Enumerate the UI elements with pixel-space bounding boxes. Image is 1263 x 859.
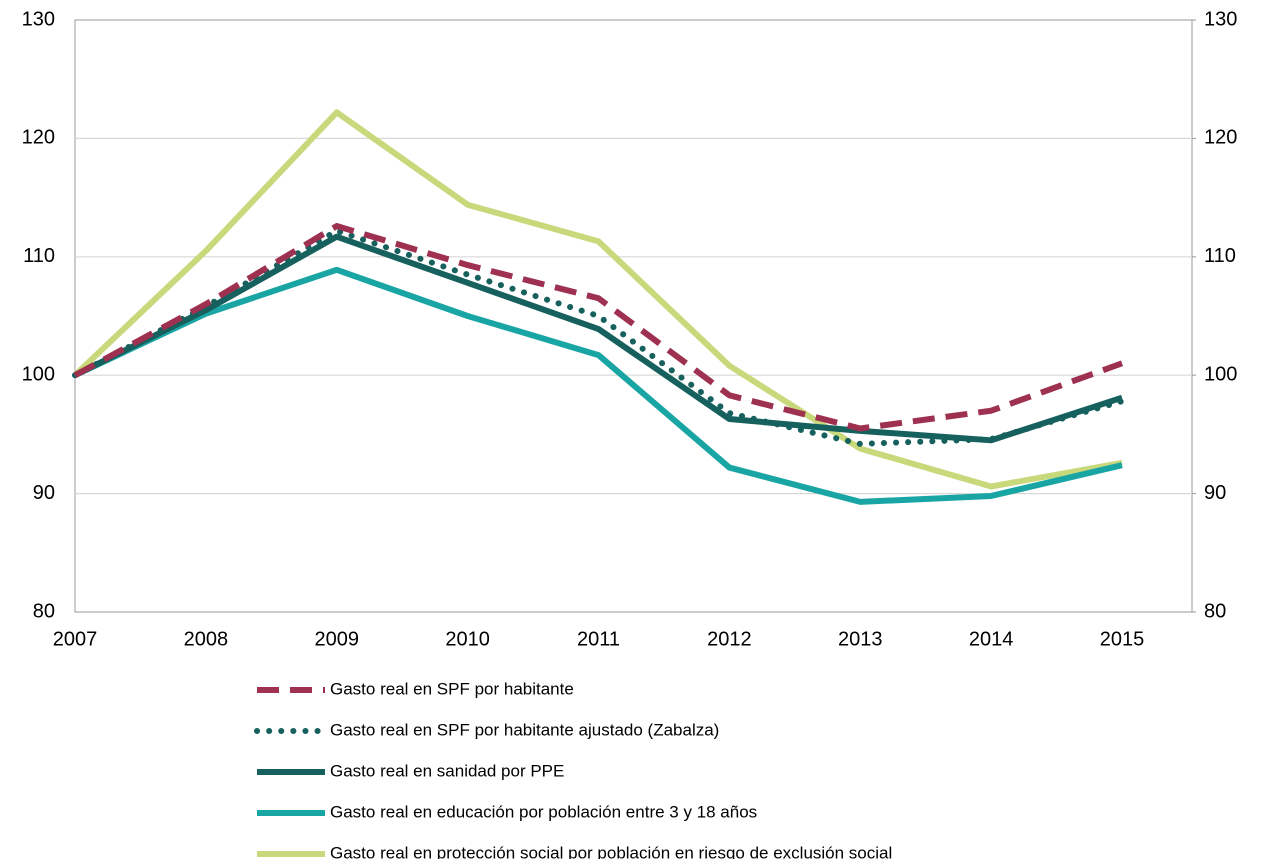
x-tick-label: 2007 xyxy=(53,628,98,650)
y-tick-label: 130 xyxy=(22,8,55,30)
y2-tick-label: 130 xyxy=(1204,8,1237,30)
y2-tick-label: 120 xyxy=(1204,127,1237,149)
series-line xyxy=(72,109,1123,490)
y-tick-label: 90 xyxy=(33,482,55,504)
x-tick-label: 2010 xyxy=(445,628,490,650)
series-line xyxy=(73,266,1123,505)
x-tick-label: 2008 xyxy=(184,628,229,650)
series-line xyxy=(73,223,1124,432)
y2-tick-label: 110 xyxy=(1204,245,1236,267)
x-tick-label: 2013 xyxy=(838,628,883,650)
y2-tick-label: 90 xyxy=(1204,482,1226,504)
y-tick-label: 110 xyxy=(23,245,55,267)
legend-label: Gasto real en SPF por habitante xyxy=(330,679,574,698)
y-tick-label: 100 xyxy=(22,363,55,385)
x-tick-label: 2009 xyxy=(315,628,360,650)
x-tick-label: 2015 xyxy=(1100,628,1145,650)
series-line xyxy=(73,233,1123,444)
legend-label: Gasto real en educación por población en… xyxy=(330,802,757,821)
legend-label: Gasto real en sanidad por PPE xyxy=(330,761,564,780)
y-tick-label: 120 xyxy=(22,127,55,149)
x-tick-label: 2011 xyxy=(577,628,620,650)
plot-frame xyxy=(74,19,1193,613)
legend-label: Gasto real en SPF por habitante ajustado… xyxy=(330,720,719,739)
y2-tick-label: 100 xyxy=(1204,363,1237,385)
y2-tick-label: 80 xyxy=(1204,600,1226,622)
x-tick-label: 2012 xyxy=(707,628,752,650)
y-tick-label: 80 xyxy=(33,600,55,622)
legend-label: Gasto real en protección social por pobl… xyxy=(330,843,892,859)
x-tick-label: 2014 xyxy=(969,628,1014,650)
